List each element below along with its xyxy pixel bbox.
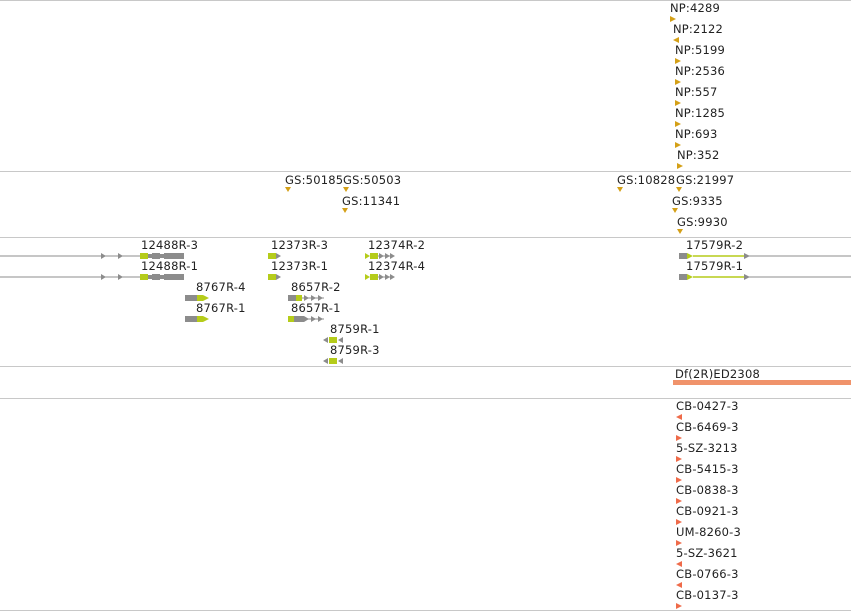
np-marker-right[interactable] <box>677 163 683 169</box>
gene-model-8767R-1[interactable] <box>185 316 209 322</box>
gs-marker-layer <box>285 187 683 234</box>
gene-label[interactable]: 12374R-4 <box>368 259 426 273</box>
np-feature-label[interactable]: NP:4289 <box>670 1 721 15</box>
gs-feature-label[interactable]: GS:21997 <box>676 173 735 187</box>
cb-feature-label[interactable]: 5-SZ-3213 <box>676 441 738 455</box>
gs-marker-down[interactable] <box>285 187 291 192</box>
gs-feature-label[interactable]: GS:11341 <box>342 194 401 208</box>
gene-model-layer <box>0 253 851 364</box>
gene-label[interactable]: 12488R-1 <box>141 259 199 273</box>
np-feature-label[interactable]: NP:2536 <box>675 64 726 78</box>
np-feature-label[interactable]: NP:5199 <box>675 43 726 57</box>
cb-marker-left[interactable] <box>676 561 682 567</box>
track-separator <box>0 237 851 238</box>
cb-feature-label[interactable]: 5-SZ-3621 <box>676 546 738 560</box>
gene-model-8767R-4[interactable] <box>185 295 209 301</box>
cb-feature-label[interactable]: CB-0427-3 <box>676 399 739 413</box>
np-marker-right[interactable] <box>675 79 681 85</box>
gene-label[interactable]: 8767R-1 <box>196 301 246 315</box>
gs-marker-down[interactable] <box>676 187 682 192</box>
cb-marker-right[interactable] <box>676 519 682 525</box>
np-marker-right[interactable] <box>675 121 681 127</box>
deficiency-bar[interactable] <box>673 380 851 385</box>
track-separator <box>0 610 851 611</box>
gs-marker-down[interactable] <box>617 187 623 192</box>
gs-marker-down[interactable] <box>677 229 683 234</box>
gene-model-12373R-1[interactable] <box>268 274 281 280</box>
gene-model-17579R-1[interactable] <box>679 274 851 280</box>
gene-model-8657R-2[interactable] <box>288 295 324 301</box>
cb-marker-right[interactable] <box>676 540 682 546</box>
cb-marker-right[interactable] <box>676 456 682 462</box>
gene-label[interactable]: 12488R-3 <box>141 238 199 252</box>
cb-marker-left[interactable] <box>676 582 682 588</box>
gene-model-12374R-2[interactable] <box>365 253 395 259</box>
gs-marker-down[interactable] <box>343 187 349 192</box>
gene-label[interactable]: 12373R-1 <box>271 259 329 273</box>
gs-marker-down[interactable] <box>672 208 678 213</box>
np-marker-right[interactable] <box>675 142 681 148</box>
np-marker-right[interactable] <box>670 16 676 22</box>
gene-label[interactable]: 17579R-1 <box>686 259 744 273</box>
cb-marker-right[interactable] <box>676 435 682 441</box>
gs-marker-down[interactable] <box>342 208 348 213</box>
gs-feature-label[interactable]: GS:10828 <box>617 173 676 187</box>
track-separator <box>0 366 851 367</box>
np-marker-left[interactable] <box>673 37 679 43</box>
gs-feature-label[interactable]: GS:50503 <box>343 173 402 187</box>
np-marker-right[interactable] <box>675 100 681 106</box>
gene-label[interactable]: 12374R-2 <box>368 238 426 252</box>
np-feature-label[interactable]: NP:352 <box>677 148 720 162</box>
cb-feature-label[interactable]: CB-6469-3 <box>676 420 739 434</box>
deficiency-label[interactable]: Df(2R)ED2308 <box>675 367 760 381</box>
cb-feature-label[interactable]: CB-0766-3 <box>676 567 739 581</box>
gene-model-17579R-2[interactable] <box>679 253 851 259</box>
gene-label[interactable]: 8759R-1 <box>330 322 380 336</box>
gs-feature-label[interactable]: GS:9930 <box>677 215 728 229</box>
np-feature-label[interactable]: NP:2122 <box>673 22 724 36</box>
gene-label[interactable]: 8767R-4 <box>196 280 246 294</box>
track-separator <box>0 171 851 172</box>
track-separator <box>0 398 851 399</box>
np-marker-right[interactable] <box>675 58 681 64</box>
cb-marker-left[interactable] <box>676 414 682 420</box>
cb-feature-label[interactable]: CB-0137-3 <box>676 588 739 602</box>
gs-feature-label[interactable]: GS:50185 <box>285 173 344 187</box>
gene-model-12488R-3[interactable] <box>0 253 184 259</box>
np-feature-label[interactable]: NP:1285 <box>675 106 726 120</box>
gene-label[interactable]: 8759R-3 <box>330 343 380 357</box>
gene-model-8657R-1[interactable] <box>288 316 324 322</box>
np-marker-layer <box>670 16 683 169</box>
gene-model-12374R-4[interactable] <box>365 274 395 280</box>
gene-label[interactable]: 17579R-2 <box>686 238 744 252</box>
cb-feature-label[interactable]: CB-5415-3 <box>676 462 739 476</box>
track-separator <box>0 0 851 1</box>
cb-feature-label[interactable]: UM-8260-3 <box>676 525 742 539</box>
gene-model-12488R-1[interactable] <box>0 274 184 280</box>
cb-marker-right[interactable] <box>676 603 682 609</box>
cb-marker-right[interactable] <box>676 498 682 504</box>
gene-label[interactable]: 12373R-3 <box>271 238 329 252</box>
cb-marker-layer <box>676 414 682 609</box>
gene-label[interactable]: 8657R-2 <box>291 280 341 294</box>
gene-model-12373R-3[interactable] <box>268 253 281 259</box>
gene-label[interactable]: 8657R-1 <box>291 301 341 315</box>
np-feature-label[interactable]: NP:693 <box>675 127 718 141</box>
gene-model-8759R-3[interactable] <box>323 358 343 364</box>
gs-feature-label[interactable]: GS:9335 <box>672 194 723 208</box>
cb-marker-right[interactable] <box>676 477 682 483</box>
cb-feature-label[interactable]: CB-0838-3 <box>676 483 739 497</box>
np-feature-label[interactable]: NP:557 <box>675 85 718 99</box>
gene-model-8759R-1[interactable] <box>323 337 343 343</box>
cb-feature-label[interactable]: CB-0921-3 <box>676 504 739 518</box>
